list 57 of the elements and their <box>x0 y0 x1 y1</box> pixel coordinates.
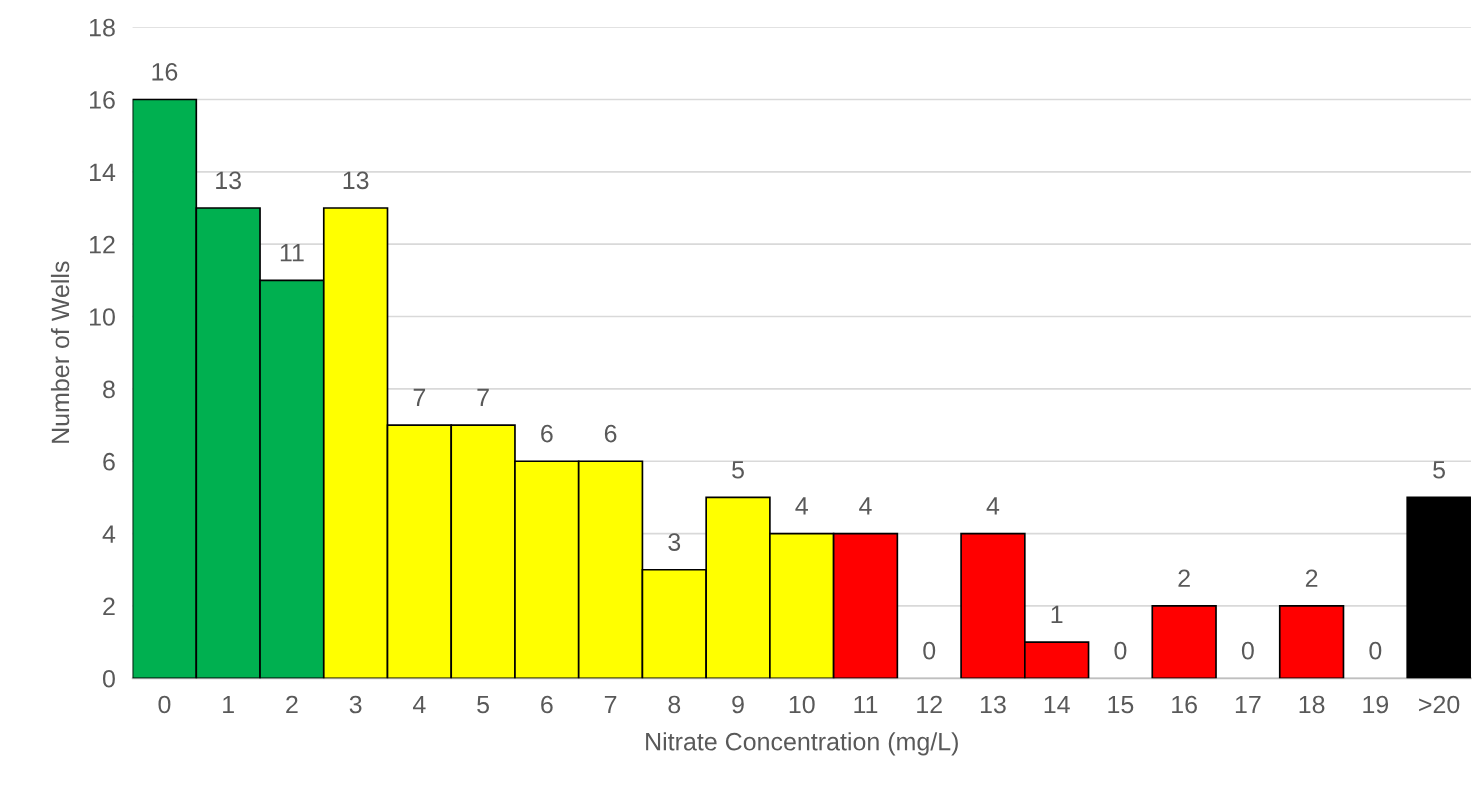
data-label: 0 <box>1241 641 1254 660</box>
x-tick-label: 10 <box>789 695 815 714</box>
y-tick-label: 18 <box>90 18 115 37</box>
data-label: 0 <box>1114 641 1127 660</box>
data-label: 5 <box>1433 461 1445 479</box>
x-tick-label: 9 <box>732 695 744 714</box>
bar <box>1151 605 1217 679</box>
data-label: 0 <box>923 641 936 660</box>
x-tick-label: 11 <box>854 695 878 714</box>
data-label: 2 <box>1305 569 1318 587</box>
data-label: 5 <box>732 461 744 479</box>
x-tick-label: 6 <box>541 695 553 714</box>
x-tick-label: 14 <box>1044 695 1070 714</box>
data-label: 7 <box>413 388 426 406</box>
x-tick-label: 3 <box>349 695 362 714</box>
data-label: 4 <box>859 497 872 515</box>
x-tick-label: 1 <box>223 695 234 714</box>
x-tick-label: 19 <box>1363 695 1389 714</box>
data-label: 16 <box>152 62 178 81</box>
data-label: 0 <box>1369 641 1382 660</box>
x-tick-label: 17 <box>1235 695 1261 714</box>
y-tick-label: 6 <box>103 452 115 471</box>
x-tick-label: 8 <box>668 695 681 714</box>
data-label: 4 <box>986 497 1000 515</box>
x-tick-label: 13 <box>980 695 1006 714</box>
data-label: 13 <box>343 171 369 190</box>
y-tick-label: 0 <box>102 669 115 688</box>
data-label: 6 <box>604 424 617 443</box>
bar <box>1406 496 1471 679</box>
data-label: 13 <box>216 171 241 190</box>
y-tick-label: 8 <box>103 380 115 399</box>
bar <box>1278 605 1345 679</box>
x-tick-label: 18 <box>1299 695 1325 714</box>
x-axis-title: Nitrate Concentration (mg/L) <box>646 732 958 756</box>
data-label: 1 <box>1051 605 1063 624</box>
x-tick-label: 7 <box>604 695 617 714</box>
x-tick-label: >20 <box>1419 695 1460 714</box>
data-label: 4 <box>795 497 808 515</box>
x-tick-label: 12 <box>917 695 942 714</box>
x-tick-label: 2 <box>286 695 298 714</box>
x-tick-label: 16 <box>1172 695 1197 714</box>
data-label: 7 <box>477 388 489 406</box>
y-tick-label: 2 <box>103 597 115 616</box>
data-label: 11 <box>280 244 304 262</box>
y-tick-label: 10 <box>90 308 115 326</box>
y-tick-label: 16 <box>90 91 115 109</box>
y-tick-label: 4 <box>102 525 116 543</box>
data-label: 2 <box>1178 569 1190 587</box>
x-tick-label: 0 <box>158 695 171 714</box>
y-tick-label: 14 <box>90 163 116 181</box>
data-label: 6 <box>541 424 553 443</box>
x-tick-label: 5 <box>477 695 489 714</box>
y-axis-title: Number of Wells <box>50 261 70 443</box>
data-label: 3 <box>668 533 681 551</box>
y-tick-label: 12 <box>90 235 115 254</box>
x-tick-label: 15 <box>1108 695 1134 714</box>
x-tick-label: 4 <box>412 695 426 714</box>
